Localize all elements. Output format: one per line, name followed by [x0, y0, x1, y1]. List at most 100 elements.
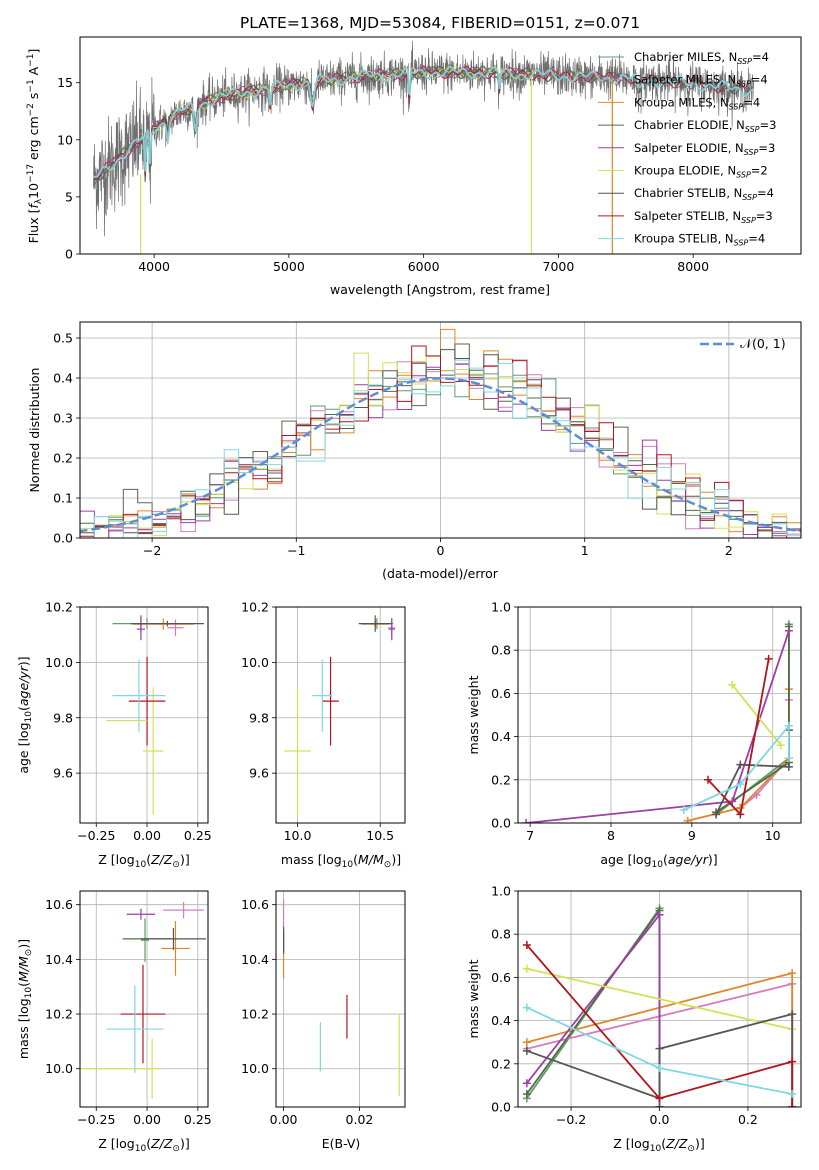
residuals-legend: 𝒩(0, 1) — [700, 336, 786, 351]
y-tick-label: 10.6 — [45, 897, 73, 912]
x-tick-label: 0.2 — [738, 1112, 758, 1127]
y-tick-label: 10.2 — [241, 1007, 269, 1022]
series-marker — [788, 1090, 797, 1099]
y-tick-label: 1.0 — [491, 600, 511, 615]
x-tick-label: 6000 — [408, 259, 440, 274]
legend-entry: Salpeter MILES, NSSP=4 — [634, 73, 768, 89]
series-salpeter-elodie — [522, 910, 664, 1107]
series-line — [683, 723, 790, 811]
errorbar-kroupa-elodie — [284, 687, 311, 815]
errorbar-salpeter-elodie — [126, 908, 156, 920]
histogram-kroupa-miles — [80, 328, 801, 538]
series-salpeter-elodie — [522, 626, 793, 823]
y-tick-label: 0.3 — [53, 411, 73, 426]
x-tick-label: −0.25 — [77, 828, 115, 843]
errorbar-chabrier-stelib — [140, 927, 206, 950]
y-tick-label: 10.0 — [241, 1061, 269, 1076]
axes-frame — [79, 606, 209, 824]
errorbar-salpeter-miles — [163, 901, 204, 919]
series-marker — [764, 654, 773, 663]
weight-vs-age-plot — [522, 620, 793, 823]
y-tick-label: 9.6 — [53, 766, 73, 781]
age-vs-Z-plot — [106, 615, 204, 815]
legend-entry: 𝒩(0, 1) — [740, 336, 786, 351]
series-marker — [784, 626, 793, 635]
series-marker — [679, 806, 688, 815]
y-tick-label: 10 — [57, 132, 73, 147]
series-line — [731, 684, 782, 746]
weight-vs-age-frame: 7 8 9 10 0.0 0.2 0.4 0.6 0.8 1.0 — [491, 600, 802, 843]
series-salpeter-stelib — [704, 654, 773, 819]
spectrum-ylabel: Flux [fλ10−17 erg cm−2 s−1 A−1] — [26, 49, 44, 244]
x-tick-label: 5000 — [273, 259, 305, 274]
errorbar-chabrier-stelib — [358, 620, 392, 627]
y-tick-label: 0.5 — [53, 331, 73, 346]
series-marker — [728, 797, 737, 806]
x-tick-label: 9 — [688, 828, 696, 843]
mass-vs-EBV-grid — [276, 891, 405, 1107]
errorbar-salpeter-stelib — [322, 656, 339, 746]
mass-vs-Z-xlabel: Z [log10(Z/Z⊙)] — [98, 1136, 189, 1154]
errorbar-kroupa-stelib — [112, 659, 166, 732]
legend-entry: Chabrier ELODIE, NSSP=3 — [634, 118, 776, 134]
series-marker — [522, 819, 531, 823]
series-marker — [522, 941, 531, 949]
series-marker — [788, 1057, 797, 1066]
age-vs-mass-grid — [276, 606, 405, 823]
series-marker — [728, 680, 737, 689]
y-tick-label: 10.2 — [45, 1007, 73, 1022]
series-marker — [683, 816, 692, 823]
weight-vs-age-xlabel: age [log10(age/yr)] — [600, 852, 717, 870]
y-tick-label: 0 — [65, 247, 73, 262]
mass-vs-Z-grid — [80, 891, 208, 1107]
x-tick-label: 8 — [607, 828, 615, 843]
spectrum-legend: Chabrier MILES, NSSP=4 Salpeter MILES, NS… — [598, 50, 776, 248]
series-marker — [736, 780, 745, 789]
errorbar-kroupa-miles — [161, 921, 190, 976]
errorbar-kroupa-elodie — [142, 687, 164, 815]
series-marker — [788, 1103, 797, 1107]
residuals-plot — [80, 328, 801, 538]
y-tick-label: 15 — [57, 75, 73, 90]
legend-entry: Chabrier STELIB, NSSP=4 — [634, 186, 774, 202]
series-marker — [522, 964, 531, 973]
series-marker — [736, 810, 745, 819]
y-tick-label: 0.8 — [491, 927, 511, 942]
x-tick-label: 1 — [581, 543, 589, 558]
x-tick-label: −0.2 — [556, 1112, 586, 1127]
series-marker — [522, 1038, 531, 1047]
x-tick-label: 10.5 — [366, 828, 394, 843]
x-tick-label: 10.0 — [284, 828, 312, 843]
mass-vs-Z-ylabel: mass [log10(M/M⊙)] — [16, 939, 34, 1059]
x-tick-label: 0.00 — [133, 1112, 161, 1127]
x-tick-label: 0.25 — [184, 828, 212, 843]
series-marker — [655, 1094, 664, 1103]
series-marker — [655, 1103, 664, 1107]
series-kroupa-elodie — [728, 680, 785, 750]
series-marker — [655, 1064, 664, 1073]
x-tick-label: −2 — [143, 543, 161, 558]
x-tick-label: 7000 — [543, 259, 575, 274]
x-tick-label: 8000 — [677, 259, 709, 274]
series-line — [526, 630, 790, 823]
model-spectrum-kroupa-elodie — [140, 66, 532, 174]
weight-vs-Z-ylabel: mass weight — [466, 959, 481, 1038]
x-tick-label: 0.0 — [650, 1112, 670, 1127]
y-tick-label: 10.2 — [45, 600, 73, 615]
x-tick-label: 2 — [725, 543, 733, 558]
weight-vs-Z-xlabel: Z [log10(Z/Z⊙)] — [613, 1136, 704, 1154]
y-tick-label: 1.0 — [491, 884, 511, 899]
residuals-xlabel: (data-model)/error — [382, 566, 499, 581]
spectrum-plot — [93, 40, 755, 254]
legend-entry: Kroupa MILES, NSSP=4 — [634, 95, 760, 111]
y-tick-label: 0.0 — [491, 1100, 511, 1115]
age-vs-mass-xlabel: mass [log10(M/M⊙)] — [281, 852, 401, 870]
age-vs-mass-axes: 10.0 10.5 9.6 9.8 10.0 10.2 — [241, 600, 406, 843]
x-tick-label: 0.00 — [270, 1112, 298, 1127]
age-vs-mass-frame: 10.0 10.5 9.6 9.8 10.0 10.2 — [241, 600, 406, 843]
residuals-frame: −2 −1 0 1 2 0.0 0.1 0.2 0.3 0.4 0.5 𝒩(0, 1) — [53, 321, 802, 558]
series-marker — [522, 1003, 531, 1012]
y-tick-label: 9.8 — [249, 710, 269, 725]
series-marker — [522, 1046, 531, 1055]
